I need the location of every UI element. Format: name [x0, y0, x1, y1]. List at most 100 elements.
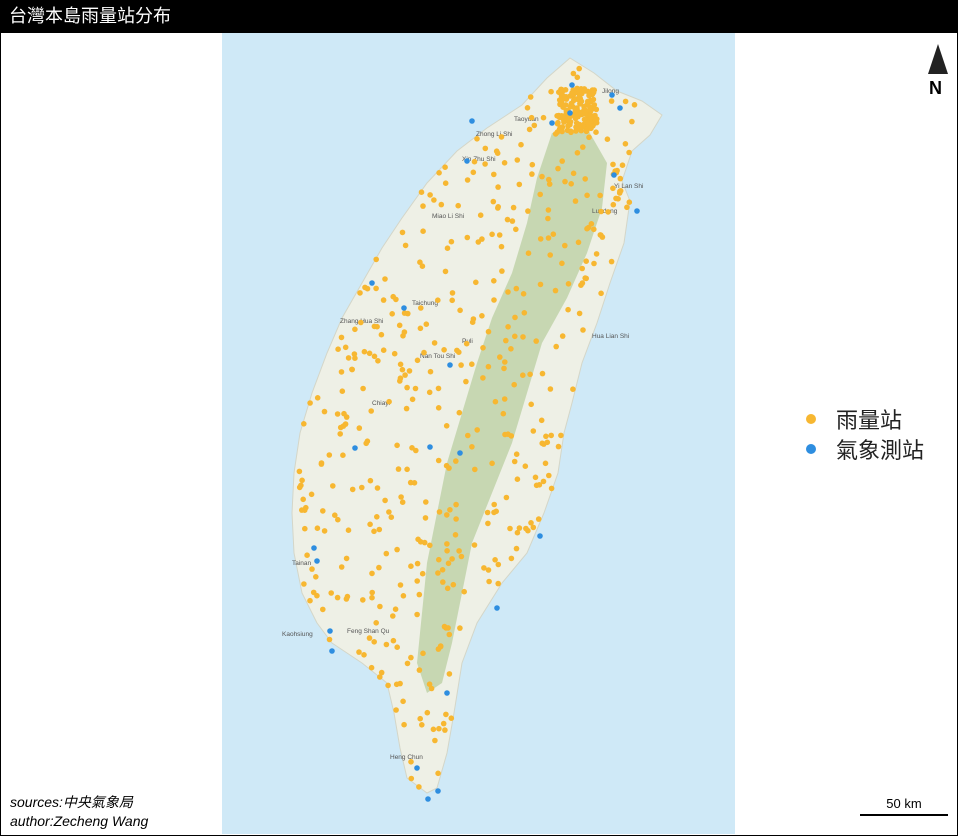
rain-station-dot: [545, 207, 552, 213]
weather-station-dot: [401, 305, 407, 311]
rain-station-dot: [399, 229, 406, 236]
rain-station-dot: [480, 345, 486, 351]
rain-station-dot: [484, 509, 491, 516]
rain-station-dot: [539, 370, 546, 377]
rain-station-dot: [548, 485, 555, 492]
rain-station-dot: [351, 351, 358, 357]
weather-station-dot: [609, 92, 615, 98]
rain-station-dot: [366, 635, 373, 641]
rain-station-dot: [417, 259, 423, 265]
rain-station-dot: [456, 409, 463, 416]
weather-station-dot: [567, 110, 573, 116]
rain-station-dot: [432, 737, 438, 744]
rain-station-dot: [579, 280, 586, 286]
rain-station-dot: [426, 681, 433, 687]
rain-station-dot: [356, 425, 363, 431]
rain-station-dot: [307, 400, 313, 406]
rain-station-dot: [426, 389, 433, 396]
rain-station-dot: [314, 395, 321, 401]
rain-station-dot: [444, 541, 450, 547]
rain-station-dot: [403, 405, 410, 412]
rain-station-dot: [362, 284, 368, 291]
rain-station-dot: [443, 711, 449, 718]
map-panel[interactable]: Jilong Taoyuan Xin Zhu Shi Zhong Li Shi Miao…: [222, 33, 735, 834]
rain-station-dot: [419, 263, 426, 269]
rain-station-dot: [477, 212, 484, 218]
rain-station-dot: [482, 145, 489, 152]
rain-station-dot: [334, 594, 341, 601]
rain-station-dot: [593, 129, 599, 135]
rain-station-dot: [345, 527, 352, 533]
rain-station-dot: [442, 164, 448, 170]
rain-station-dot: [408, 563, 414, 569]
rain-station-dot: [616, 190, 623, 196]
rain-station-dot: [499, 268, 505, 274]
rain-station-dot: [440, 720, 447, 727]
rain-station-dot: [369, 594, 375, 601]
rain-station-dot: [555, 119, 561, 126]
place-label: Luodong: [592, 208, 618, 215]
rain-station-dot: [390, 637, 397, 644]
rain-station-dot: [385, 682, 391, 689]
rain-station-dot: [399, 366, 406, 373]
rain-station-dot: [383, 641, 390, 648]
rain-station-dot: [522, 463, 529, 470]
rain-station-dot: [570, 386, 576, 393]
rain-station-dot: [338, 369, 345, 375]
rain-station-dot: [402, 372, 408, 378]
rain-station-dot: [593, 119, 600, 126]
rain-station-dot: [338, 334, 345, 341]
rain-station-dot: [591, 226, 597, 233]
rain-station-dot: [525, 250, 532, 256]
rain-station-dot: [498, 243, 505, 250]
rain-station-dot: [456, 349, 462, 356]
rain-station-dot: [582, 111, 588, 117]
weather-station-dot: [314, 558, 320, 564]
rain-station-dot: [368, 408, 374, 414]
rain-station-dot: [382, 497, 388, 504]
rain-station-dot: [337, 424, 344, 431]
rain-station-dot: [395, 466, 402, 472]
rain-station-dot: [344, 593, 351, 600]
rain-station-dot: [409, 396, 416, 403]
place-label: Chiayi: [372, 400, 390, 407]
rain-station-dot: [514, 529, 521, 536]
rain-station-dot: [610, 185, 616, 192]
rain-station-dot: [508, 555, 515, 562]
weather-station-dot: [435, 788, 441, 794]
rain-station-dot: [514, 157, 521, 163]
rain-station-dot: [437, 643, 444, 650]
rain-station-dot: [373, 285, 379, 292]
rain-station-dot: [307, 597, 313, 604]
rain-station-dot: [422, 515, 429, 521]
rain-station-dot: [449, 297, 455, 304]
rain-station-dot: [529, 161, 536, 168]
rain-station-dot: [537, 236, 544, 242]
rain-station-dot: [378, 331, 385, 338]
rain-station-dot: [447, 507, 453, 513]
rain-station-dot: [377, 674, 383, 680]
rain-station-dot: [392, 606, 399, 612]
rain-station-dot: [622, 98, 629, 105]
rain-station-dot: [342, 421, 349, 427]
rain-station-dot: [568, 129, 574, 136]
rain-station-dot: [408, 775, 415, 782]
rain-station-dot: [604, 136, 611, 142]
rain-station-dot: [373, 256, 379, 263]
rain-station-dot: [622, 141, 629, 147]
rain-station-dot: [458, 553, 465, 560]
rain-station-dot: [591, 87, 597, 93]
place-label: Xin Zhu Shi: [462, 156, 496, 163]
rain-station-dot: [491, 171, 497, 178]
taiwan-map[interactable]: Jilong Taoyuan Xin Zhu Shi Zhong Li Shi Miao…: [222, 33, 735, 834]
rain-station-dot: [358, 319, 364, 326]
rain-station-dot: [445, 560, 452, 567]
rain-station-dot: [513, 226, 519, 233]
rain-station-dot: [518, 141, 524, 148]
rain-station-dot: [545, 235, 552, 241]
rain-station-dot: [382, 276, 388, 282]
rain-station-dot: [548, 88, 554, 95]
rain-station-dot: [582, 176, 588, 182]
rain-station-dot: [505, 289, 511, 295]
rain-station-dot: [480, 375, 486, 381]
